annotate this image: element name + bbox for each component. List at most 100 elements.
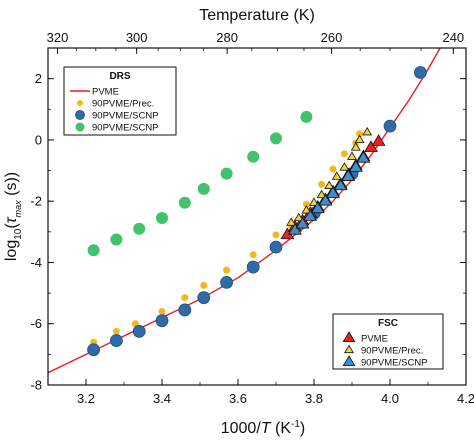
legend-drs: DRSPVME90PVME/Prec.90PVME/SCNP90PVME/SCN… bbox=[63, 66, 177, 136]
y-tick-label: -4 bbox=[30, 255, 42, 270]
legend-label: 90PVME/Prec. bbox=[361, 346, 423, 357]
data-point bbox=[156, 212, 168, 225]
data-point bbox=[220, 167, 233, 180]
data-point bbox=[133, 222, 146, 235]
data-point bbox=[309, 197, 319, 206]
x-axis-title: 1000/T (K-1) bbox=[221, 419, 306, 437]
data-point bbox=[155, 314, 169, 328]
data-point bbox=[413, 66, 427, 79]
data-point bbox=[341, 169, 356, 181]
legend-label: PVME bbox=[361, 334, 388, 345]
data-point bbox=[383, 119, 397, 133]
data-point bbox=[347, 151, 357, 160]
data-point bbox=[269, 240, 283, 254]
data-point bbox=[316, 189, 327, 199]
series-fsc-6 bbox=[288, 151, 371, 235]
y-tick-label: -8 bbox=[30, 378, 42, 393]
data-point bbox=[87, 244, 100, 257]
data-point bbox=[272, 231, 280, 239]
data-point bbox=[356, 151, 371, 163]
data-point bbox=[310, 201, 325, 214]
data-point bbox=[302, 200, 310, 208]
data-point bbox=[356, 130, 364, 138]
legend-marker bbox=[342, 355, 356, 366]
y-tick-label: 0 bbox=[35, 132, 42, 147]
data-point bbox=[112, 327, 120, 335]
data-point bbox=[158, 307, 166, 315]
data-point bbox=[354, 134, 365, 144]
legend-label: 90PVME/SCNP bbox=[92, 123, 159, 134]
legend-marker bbox=[75, 122, 85, 132]
x-tick-label: 3.2 bbox=[77, 391, 95, 406]
legend-marker bbox=[77, 100, 83, 106]
data-point bbox=[178, 196, 191, 209]
data-point bbox=[295, 216, 310, 229]
data-point bbox=[318, 180, 326, 188]
data-point bbox=[340, 150, 348, 158]
data-point bbox=[293, 212, 304, 222]
data-point bbox=[247, 150, 260, 163]
x-tick-label: 3.6 bbox=[229, 391, 247, 406]
legend-marker bbox=[342, 331, 356, 342]
legend-label: 90PVME/Prec. bbox=[92, 99, 154, 110]
data-point bbox=[362, 126, 373, 136]
data-point bbox=[110, 334, 123, 347]
data-point bbox=[303, 209, 318, 221]
data-point bbox=[326, 186, 340, 198]
data-point bbox=[197, 291, 211, 305]
x-tick-label: 3.8 bbox=[305, 391, 323, 406]
top-tick-label: 300 bbox=[126, 30, 148, 45]
x-tick-label: 4.0 bbox=[381, 391, 399, 406]
plot-frame bbox=[47, 47, 467, 386]
data-point bbox=[350, 142, 361, 151]
plot-clip-group bbox=[48, 48, 441, 374]
legend-title: FSC bbox=[378, 318, 398, 329]
data-point bbox=[246, 260, 260, 274]
data-point bbox=[270, 132, 282, 145]
data-point bbox=[200, 281, 208, 289]
data-point bbox=[288, 223, 302, 235]
data-point bbox=[348, 160, 363, 172]
data-point bbox=[339, 162, 350, 171]
top-tick-label: 260 bbox=[321, 30, 343, 45]
data-point bbox=[220, 275, 234, 289]
legend-label: 90PVME/SCNP bbox=[361, 358, 428, 369]
data-point bbox=[329, 165, 337, 173]
data-point bbox=[331, 171, 342, 180]
x-tick-label: 3.4 bbox=[153, 391, 171, 406]
data-point bbox=[249, 251, 257, 259]
data-point bbox=[286, 217, 297, 226]
legend-label: 90PVME/SCNP bbox=[92, 111, 159, 122]
data-point bbox=[181, 294, 189, 302]
top-tick-label: 320 bbox=[47, 30, 69, 45]
series-drs-1 bbox=[90, 130, 364, 346]
data-point bbox=[223, 266, 231, 274]
legend-label: PVME bbox=[92, 87, 119, 98]
data-point bbox=[364, 140, 378, 152]
legend-marker bbox=[75, 110, 85, 120]
data-point bbox=[371, 134, 386, 146]
data-point bbox=[324, 180, 335, 189]
x-tick-label: 4.2 bbox=[457, 391, 474, 406]
data-point bbox=[87, 343, 100, 357]
data-point bbox=[301, 205, 312, 214]
y-axis-title: log10(τmax (s)) bbox=[3, 172, 24, 261]
legend-marker bbox=[344, 344, 354, 354]
data-point bbox=[110, 233, 123, 246]
data-point bbox=[178, 303, 192, 317]
y-tick-label: -6 bbox=[30, 316, 42, 331]
data-point bbox=[197, 182, 210, 195]
data-point bbox=[333, 178, 348, 191]
data-point bbox=[300, 110, 313, 123]
series-drs-3 bbox=[87, 110, 313, 257]
plot-area bbox=[48, 48, 441, 374]
y-tick-label: 2 bbox=[35, 71, 42, 86]
top-tick-label: 280 bbox=[216, 30, 238, 45]
axes: 3.2 3.4 3.6 3.8 4.0 4.2 -8 -6 -4 -2 0 2 320 300 280 260… bbox=[3, 7, 474, 437]
top-axis-title: Temperature (K) bbox=[199, 7, 315, 24]
data-point bbox=[132, 324, 146, 338]
legends: DRSPVME90PVME/Prec.90PVME/SCNP90PVME/SCN… bbox=[63, 66, 444, 370]
legend-title: DRS bbox=[109, 71, 130, 82]
